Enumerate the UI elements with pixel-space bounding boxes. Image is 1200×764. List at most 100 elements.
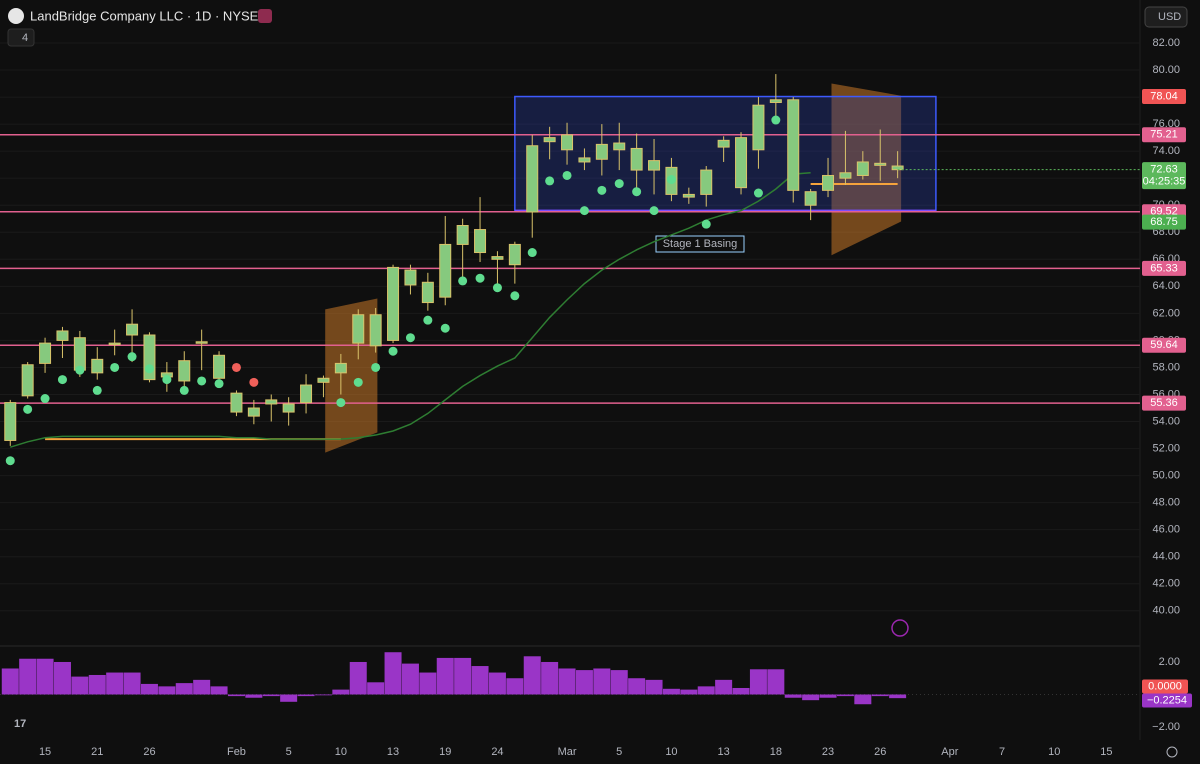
- signal-dot: [75, 365, 85, 375]
- signal-dot: [23, 404, 33, 414]
- histogram-bar: [697, 686, 715, 695]
- y-tick-label: 58.00: [1152, 361, 1180, 373]
- candle-body: [700, 169, 713, 195]
- signal-dot: [545, 176, 555, 186]
- x-tick-label: 23: [822, 746, 834, 758]
- candle-body: [456, 224, 469, 245]
- signal-dot: [632, 187, 642, 197]
- candle-body: [143, 334, 156, 381]
- candle-body: [474, 229, 487, 254]
- candle-body: [769, 99, 782, 103]
- histogram-bar: [140, 683, 158, 695]
- candle-body: [561, 134, 574, 151]
- x-tick-label: 15: [39, 746, 51, 758]
- histogram-bar: [367, 682, 385, 695]
- candle-body: [334, 362, 347, 374]
- settings-icon[interactable]: [1166, 746, 1178, 758]
- x-tick-label: 26: [143, 746, 155, 758]
- x-tick-label: 5: [286, 746, 292, 758]
- countdown: 04:25:35: [1143, 176, 1186, 188]
- indicator-toggle[interactable]: [7, 28, 35, 47]
- candle-body: [526, 145, 539, 213]
- signal-dot: [127, 352, 137, 362]
- candle-body: [126, 323, 139, 336]
- signal-dot: [144, 364, 154, 374]
- signal-dot: [214, 379, 224, 389]
- level-badge-text: 55.36: [1150, 397, 1178, 409]
- signal-dot: [510, 291, 520, 301]
- price-badge: [1142, 214, 1186, 230]
- marks: 15 21 26 Feb 5 10 13 19 24 Mar 5 10 13 18 23 26 Apr 7 10 15…: [0, 37, 1192, 758]
- signal-dot: [458, 276, 468, 286]
- box-top-badge-text: 78.04: [1150, 90, 1178, 102]
- y-tick-label: 2.00: [1159, 656, 1180, 668]
- y-tick-label: 44.00: [1152, 551, 1180, 563]
- signal-dot: [771, 115, 781, 125]
- x-tick-label: 10: [1048, 746, 1060, 758]
- histogram-bar: [628, 678, 646, 695]
- candle-body: [39, 342, 52, 364]
- histogram-bar: [384, 652, 402, 695]
- level-badge: [1142, 260, 1186, 276]
- candle-body: [300, 384, 313, 404]
- candle-body: [369, 314, 382, 347]
- candle-body: [195, 341, 208, 344]
- signal-dot: [492, 283, 502, 293]
- candle-body: [352, 314, 365, 344]
- y-tick-label: 64.00: [1152, 280, 1180, 292]
- last-price-badge: [1142, 162, 1186, 190]
- histogram-bar: [314, 694, 332, 696]
- signal-dot: [388, 346, 398, 356]
- candle-body: [421, 281, 434, 304]
- signal-dot: [336, 398, 346, 408]
- histogram-bar: [210, 686, 228, 695]
- histogram-bar: [332, 689, 350, 695]
- y-tick-label: 52.00: [1152, 442, 1180, 454]
- candle-body: [822, 174, 835, 191]
- x-tick-label: 26: [874, 746, 886, 758]
- candle-body: [508, 243, 521, 266]
- currency-button[interactable]: [1144, 6, 1188, 28]
- last-price-badge-text: 72.63: [1150, 164, 1178, 176]
- candle-body: [752, 104, 765, 151]
- x-tick-label: 13: [387, 746, 399, 758]
- candle-body: [56, 330, 69, 341]
- histogram-bar: [349, 661, 367, 695]
- y-tick-label: 50.00: [1152, 470, 1180, 482]
- histogram-bar: [749, 669, 767, 695]
- histogram-bar: [123, 672, 141, 695]
- y-tick-label: 62.00: [1152, 307, 1180, 319]
- candle-body: [265, 399, 278, 405]
- tv-logo[interactable]: 17: [14, 718, 26, 730]
- signal-dot: [57, 375, 67, 385]
- candle-body: [613, 142, 626, 151]
- histogram-bar: [732, 687, 750, 695]
- candle-body: [404, 269, 417, 286]
- candle-body: [595, 143, 608, 160]
- y-tick-label: 82.00: [1152, 37, 1180, 49]
- histogram-bar: [245, 694, 263, 698]
- level-badge-text: 75.21: [1150, 129, 1178, 141]
- candle-body: [213, 354, 226, 379]
- histogram-bar: [262, 694, 280, 697]
- level-badge: [1142, 395, 1186, 411]
- x-tick-label: Apr: [941, 746, 958, 758]
- candle-body: [73, 337, 86, 371]
- y-tick-label: 76.00: [1152, 118, 1180, 130]
- candle-body: [317, 377, 330, 383]
- candle-body: [787, 99, 800, 191]
- signal-dot: [614, 179, 624, 189]
- signal-dot: [197, 376, 207, 386]
- volatility-zone: [325, 298, 378, 453]
- signal-dot: [666, 175, 676, 185]
- flag-icon[interactable]: [258, 9, 272, 23]
- signal-dot: [40, 394, 50, 404]
- candle-body: [4, 402, 17, 441]
- histogram-bar: [680, 689, 698, 695]
- signal-dot: [5, 456, 15, 466]
- x-tick-label: 10: [335, 746, 347, 758]
- x-tick-label: 18: [770, 746, 782, 758]
- histogram-bar: [662, 688, 680, 695]
- alert-icon[interactable]: [891, 619, 909, 637]
- signal-dot: [562, 170, 572, 180]
